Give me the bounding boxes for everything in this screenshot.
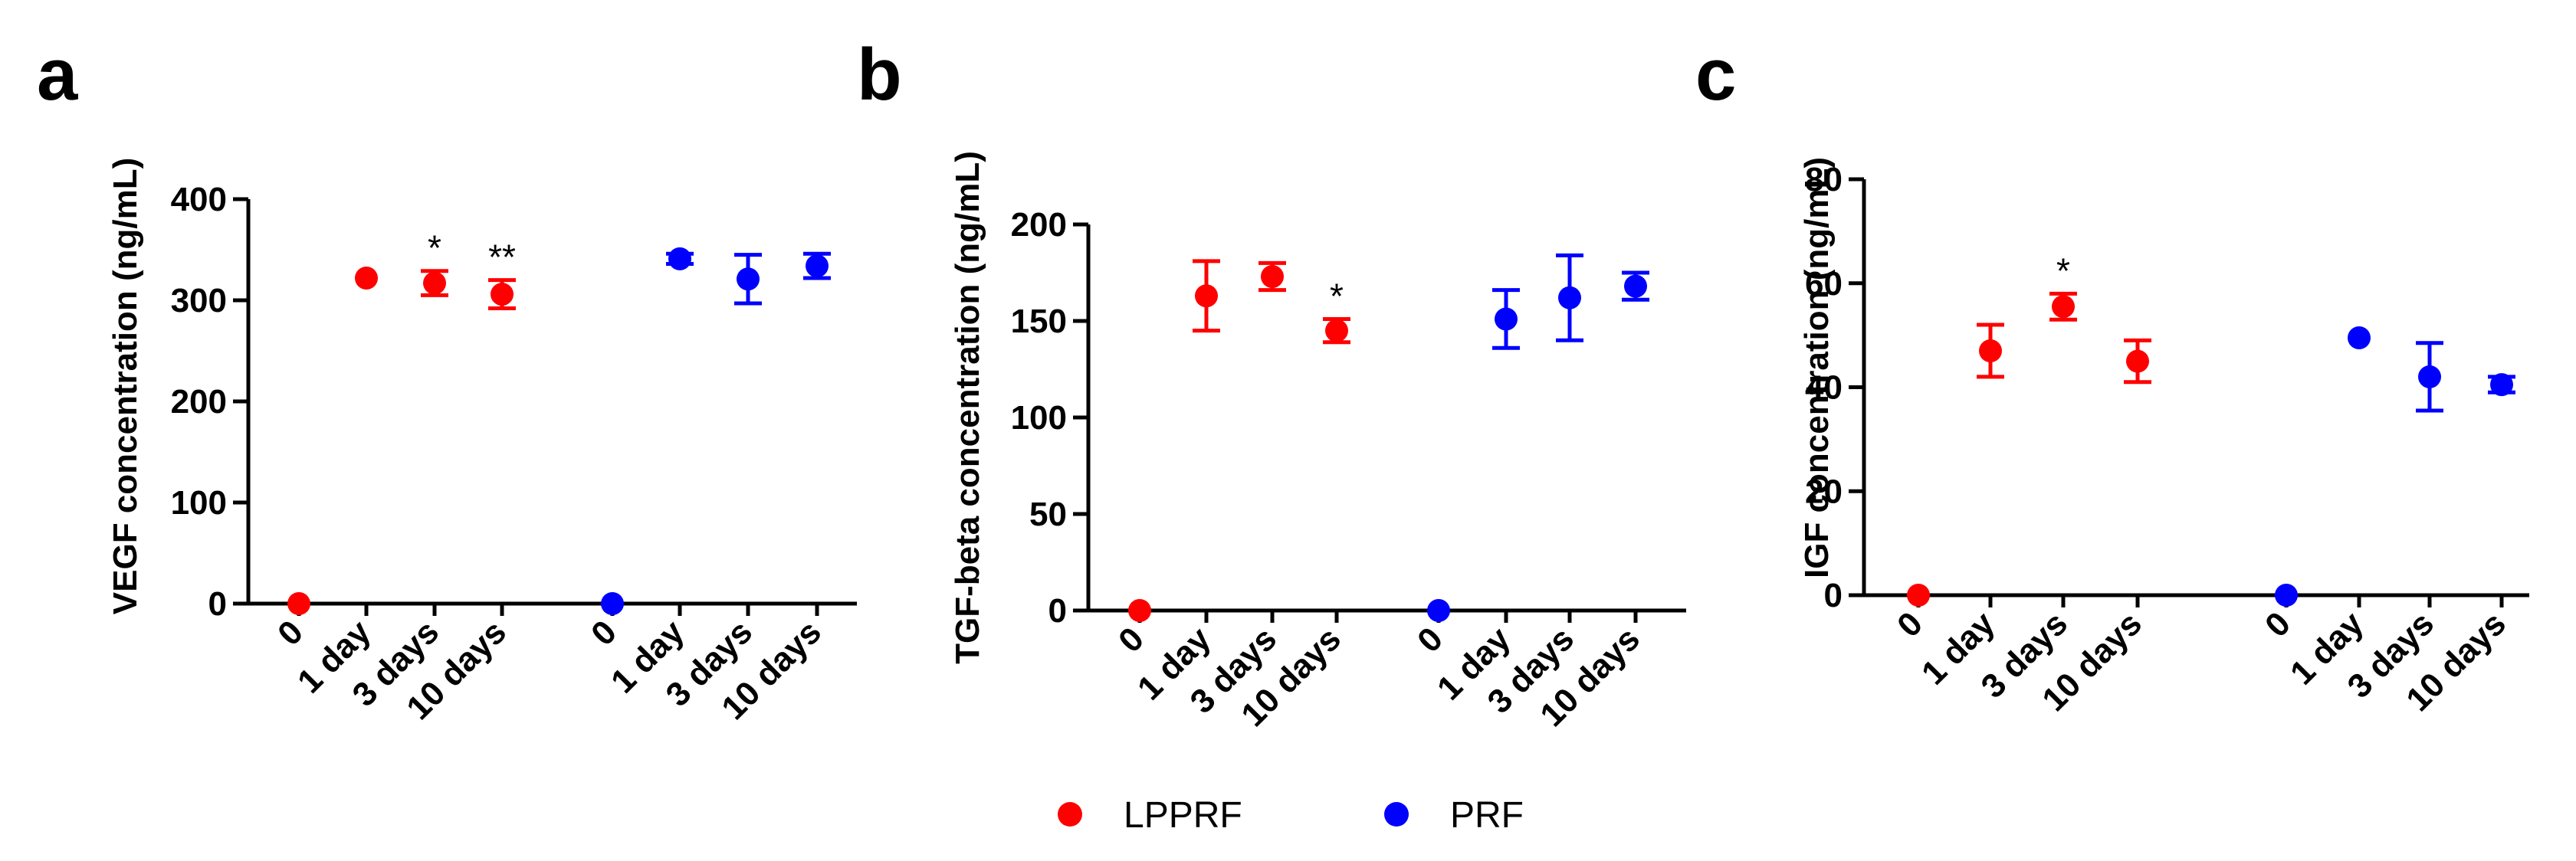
x-tick-label: 0 [584, 613, 624, 653]
y-tick-label: 50 [1029, 496, 1067, 533]
legend-marker-prf [1384, 802, 1409, 827]
data-point-prf [2418, 365, 2441, 388]
y-tick-label: 400 [171, 181, 227, 218]
data-point-prf [668, 247, 691, 270]
y-axis-label: IGF concentration (ng/mL) [1798, 157, 1836, 578]
panel-b: b TGF-beta concentration (ng/mL) 0 50 100 150… [857, 34, 1686, 734]
data-point-prf [1558, 286, 1581, 309]
legend-label-lpprf: LPPRF [1124, 795, 1242, 836]
x-tick-label: 0 [1410, 620, 1450, 660]
data-point-prf [2348, 326, 2371, 350]
data-point-lpprf [1195, 284, 1218, 308]
y-tick-label: 100 [1011, 399, 1067, 437]
significance-marker: * [428, 228, 441, 268]
y-tick-label: 20 [1805, 473, 1843, 510]
x-tick-label: 0 [1111, 620, 1151, 660]
y-tick-label: 0 [208, 585, 227, 623]
significance-marker: * [1330, 276, 1344, 316]
data-point-lpprf [1979, 339, 2002, 362]
y-tick-label: 0 [1824, 577, 1843, 614]
data-point-lpprf [1325, 319, 1348, 342]
data-point-lpprf [287, 592, 310, 615]
y-axis-label: VEGF concentration (ng/mL) [107, 158, 144, 614]
data-point-prf [2490, 373, 2513, 397]
significance-marker: ** [488, 237, 516, 277]
y-axis-label: TGF-beta concentration (ng/mL) [949, 151, 986, 664]
data-point-lpprf [2052, 295, 2075, 319]
legend: LPPRF PRF [1058, 795, 1524, 836]
data-point-prf [2275, 584, 2298, 607]
data-point-prf [1624, 274, 1647, 298]
data-point-prf [806, 254, 829, 278]
panel-a: a VEGF concentration (ng/mL) 0 100 200 300 400… [37, 34, 857, 727]
data-point-lpprf [1907, 584, 1930, 607]
x-tick-label: 0 [271, 613, 310, 653]
data-point-lpprf [423, 271, 446, 295]
data-point-prf [737, 267, 760, 291]
x-tick-label: 0 [2258, 604, 2298, 644]
y-tick-label: 200 [1011, 206, 1067, 244]
data-point-lpprf [1128, 599, 1151, 622]
y-tick-label: 80 [1805, 161, 1843, 198]
data-point-prf [1427, 599, 1450, 622]
data-point-lpprf [2126, 349, 2149, 373]
x-tick-label: 0 [1890, 604, 1930, 644]
data-point-lpprf [1261, 265, 1284, 289]
panel-letter: a [37, 34, 78, 116]
y-tick-label: 300 [171, 282, 227, 319]
y-tick-label: 200 [171, 383, 227, 421]
significance-marker: * [2056, 250, 2070, 290]
y-tick-label: 0 [1048, 592, 1067, 630]
panel-letter: c [1695, 34, 1736, 116]
legend-marker-lpprf [1058, 802, 1082, 827]
data-point-prf [1495, 307, 1518, 331]
data-point-prf [601, 592, 624, 615]
panel-letter: b [857, 34, 902, 116]
y-tick-label: 100 [171, 484, 227, 522]
data-point-lpprf [491, 283, 514, 306]
legend-label-prf: PRF [1450, 795, 1524, 836]
y-tick-label: 40 [1805, 369, 1843, 407]
data-point-lpprf [355, 266, 378, 290]
y-tick-label: 150 [1011, 303, 1067, 340]
y-tick-label: 60 [1805, 265, 1843, 303]
